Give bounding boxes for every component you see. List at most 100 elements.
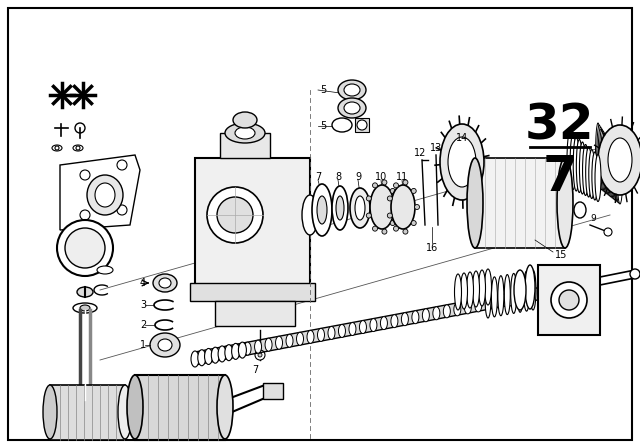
Bar	[195, 158, 310, 288]
Ellipse shape	[592, 152, 598, 200]
Ellipse shape	[609, 143, 614, 197]
Circle shape	[551, 282, 587, 318]
Ellipse shape	[598, 127, 603, 189]
Ellipse shape	[524, 271, 529, 311]
Circle shape	[366, 213, 371, 218]
Bar	[263, 383, 283, 399]
Text: 13: 13	[430, 143, 442, 153]
Ellipse shape	[328, 327, 335, 340]
Ellipse shape	[467, 272, 474, 308]
Circle shape	[604, 228, 612, 236]
Ellipse shape	[211, 347, 220, 363]
Ellipse shape	[614, 151, 619, 201]
Ellipse shape	[223, 346, 230, 359]
Text: 5: 5	[320, 85, 326, 95]
Circle shape	[403, 180, 408, 185]
Ellipse shape	[344, 102, 360, 114]
Bar	[190, 283, 315, 301]
Ellipse shape	[557, 158, 573, 248]
Ellipse shape	[454, 303, 461, 316]
Ellipse shape	[153, 274, 177, 292]
Ellipse shape	[608, 138, 632, 182]
Ellipse shape	[317, 328, 324, 341]
Ellipse shape	[472, 271, 479, 307]
Ellipse shape	[95, 183, 115, 207]
Ellipse shape	[198, 350, 206, 366]
Circle shape	[412, 220, 416, 226]
Text: 3: 3	[140, 300, 146, 310]
Ellipse shape	[232, 343, 239, 359]
Ellipse shape	[205, 349, 212, 365]
Ellipse shape	[225, 345, 233, 361]
Circle shape	[387, 196, 392, 201]
Ellipse shape	[234, 344, 241, 357]
Circle shape	[258, 353, 262, 357]
Ellipse shape	[265, 338, 272, 351]
Ellipse shape	[422, 309, 429, 322]
Circle shape	[117, 205, 127, 215]
Circle shape	[412, 189, 416, 194]
Ellipse shape	[286, 334, 293, 347]
Ellipse shape	[370, 185, 394, 229]
Ellipse shape	[332, 186, 348, 230]
Ellipse shape	[312, 184, 332, 236]
Ellipse shape	[73, 303, 97, 313]
Ellipse shape	[235, 127, 255, 139]
Circle shape	[372, 183, 378, 188]
Ellipse shape	[412, 311, 419, 324]
Ellipse shape	[595, 155, 601, 202]
Circle shape	[80, 210, 90, 220]
Bar	[135, 375, 225, 440]
Ellipse shape	[516, 291, 524, 304]
Ellipse shape	[601, 131, 605, 191]
Circle shape	[559, 290, 579, 310]
Ellipse shape	[605, 137, 609, 194]
Ellipse shape	[570, 134, 576, 190]
Ellipse shape	[596, 125, 602, 188]
Ellipse shape	[350, 188, 370, 228]
Ellipse shape	[610, 145, 615, 198]
Ellipse shape	[52, 145, 62, 151]
Ellipse shape	[582, 145, 589, 195]
Ellipse shape	[485, 297, 492, 310]
Ellipse shape	[80, 305, 90, 311]
Ellipse shape	[475, 299, 482, 312]
Ellipse shape	[454, 274, 461, 310]
Ellipse shape	[574, 202, 586, 218]
Ellipse shape	[43, 385, 57, 439]
Circle shape	[76, 146, 80, 150]
Ellipse shape	[159, 278, 171, 288]
Ellipse shape	[530, 270, 536, 310]
Ellipse shape	[158, 339, 172, 351]
Ellipse shape	[127, 375, 143, 439]
Circle shape	[207, 187, 263, 243]
Ellipse shape	[595, 123, 600, 187]
Circle shape	[390, 189, 396, 194]
Ellipse shape	[496, 295, 503, 308]
Ellipse shape	[239, 342, 246, 358]
Ellipse shape	[527, 289, 534, 302]
Ellipse shape	[150, 333, 180, 357]
Bar	[475, 158, 565, 248]
Text: 9: 9	[590, 214, 596, 223]
Ellipse shape	[355, 196, 365, 220]
Ellipse shape	[307, 330, 314, 343]
Ellipse shape	[218, 346, 226, 362]
Circle shape	[387, 213, 392, 218]
Ellipse shape	[276, 336, 282, 349]
Ellipse shape	[391, 314, 398, 327]
Ellipse shape	[615, 153, 620, 202]
Bar	[215, 301, 295, 326]
Ellipse shape	[344, 84, 360, 96]
Ellipse shape	[492, 277, 497, 317]
Ellipse shape	[604, 135, 608, 193]
Text: 9: 9	[355, 172, 361, 182]
Circle shape	[415, 204, 419, 210]
Circle shape	[75, 123, 85, 133]
Bar	[50, 385, 125, 440]
Ellipse shape	[598, 125, 640, 195]
Text: 2: 2	[140, 320, 147, 330]
Ellipse shape	[217, 375, 233, 439]
Circle shape	[403, 229, 408, 234]
Circle shape	[57, 220, 113, 276]
